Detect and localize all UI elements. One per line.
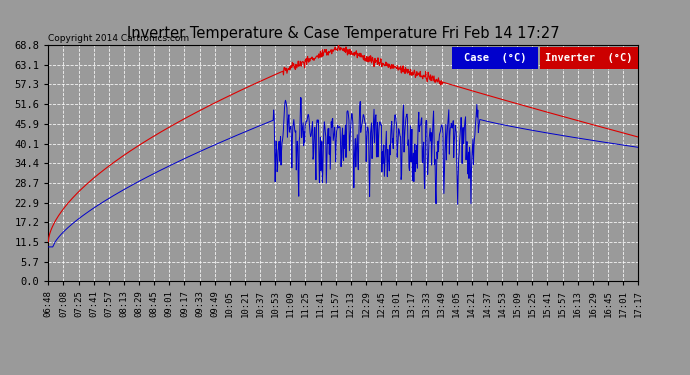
Text: Copyright 2014 Cartronics.com: Copyright 2014 Cartronics.com [48,34,190,43]
Title: Inverter Temperature & Case Temperature Fri Feb 14 17:27: Inverter Temperature & Case Temperature … [127,26,560,41]
